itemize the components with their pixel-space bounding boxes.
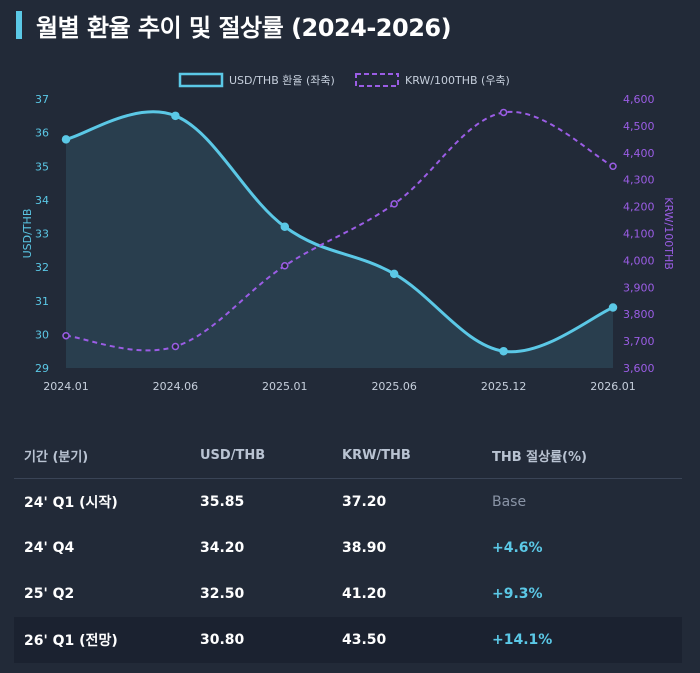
usd-thb-line xyxy=(65,110,614,354)
table-row-highlight: 26' Q1 (전망) 30.80 43.50 +14.1% xyxy=(14,617,682,663)
table-row: 24' Q4 34.20 38.90 +4.6% xyxy=(14,525,682,571)
x-tick-label: 2025.06 xyxy=(371,380,417,393)
cell-krw: 38.90 xyxy=(342,540,387,556)
y-right-tick-label: 4,200 xyxy=(623,201,655,214)
x-tick-label: 2026.01 xyxy=(590,380,636,393)
usd-thb-point xyxy=(280,222,290,232)
cell-period: 25' Q2 xyxy=(24,586,75,602)
krw-thb-point xyxy=(499,108,508,117)
cell-rate: Base xyxy=(492,494,527,510)
legend-krw-label: KRW/100THB (우축) xyxy=(405,74,510,87)
exchange-rate-chart: 29 30 31 32 33 34 35 36 37 3,600 3,700 3,800 3,900 4,… xyxy=(21,72,675,393)
cell-krw: 41.20 xyxy=(342,586,387,602)
y-left-tick-label: 29 xyxy=(35,362,49,375)
table-header: 기간 (분기) USD/THB KRW/THB THB 절상률(%) xyxy=(14,432,682,479)
krw-thb-point xyxy=(62,331,70,340)
table-row: 25' Q2 32.50 41.20 +9.3% xyxy=(14,571,682,617)
usd-thb-point xyxy=(608,303,618,312)
legend-usd-label: USD/THB 환율 (좌축) xyxy=(229,74,335,87)
cell-rate: +14.1% xyxy=(492,632,553,648)
usd-thb-point xyxy=(61,135,71,144)
y-right-tick-label: 4,000 xyxy=(623,254,655,267)
y-right-tick-label: 3,800 xyxy=(623,308,655,321)
y-left-tick-label: 35 xyxy=(35,160,49,173)
header-usd: USD/THB xyxy=(200,447,266,463)
y-left-tick-label: 33 xyxy=(35,228,49,241)
usd-thb-point xyxy=(171,111,180,121)
header-krw: KRW/THB xyxy=(342,447,411,463)
legend-usd-swatch xyxy=(178,72,224,88)
x-tick-label: 2024.06 xyxy=(153,380,199,393)
legend-krw-swatch xyxy=(355,73,399,87)
y-right-tick-label: 4,400 xyxy=(623,147,655,160)
krw-thb-line xyxy=(65,110,614,352)
cell-period: 24' Q4 xyxy=(24,540,75,556)
x-tick-label: 2025.12 xyxy=(481,380,527,393)
y-right-tick-label: 3,700 xyxy=(623,335,655,348)
x-tick-label: 2025.01 xyxy=(262,380,308,393)
usd-thb-point xyxy=(499,346,508,356)
y-right-tick-label: 4,300 xyxy=(623,174,655,187)
rate-table: 기간 (분기) USD/THB KRW/THB THB 절상률(%) 24' Q… xyxy=(14,432,682,663)
page-title: 월별 환율 추이 및 절상률 (2024-2026) xyxy=(36,13,452,42)
y-left-axis-label: USD/THB xyxy=(21,209,34,259)
y-left-tick-label: 34 xyxy=(35,194,49,207)
usd-thb-point xyxy=(389,269,399,279)
cell-krw: 43.50 xyxy=(342,632,387,648)
title-accent-bar xyxy=(16,11,22,39)
x-tick-label: 2024.01 xyxy=(43,380,89,393)
y-left-tick-label: 31 xyxy=(35,295,49,308)
cell-rate: +4.6% xyxy=(492,540,543,556)
y-left-tick-label: 30 xyxy=(35,328,49,341)
krw-thb-point xyxy=(609,162,617,170)
y-right-tick-label: 4,100 xyxy=(623,228,655,241)
header-period: 기간 (분기) xyxy=(24,449,89,465)
krw-thb-point xyxy=(171,342,180,351)
header-rate: THB 절상률(%) xyxy=(492,449,587,465)
y-right-axis-label: KRW/100THB xyxy=(662,197,675,270)
usd-thb-area xyxy=(66,111,613,369)
y-right-tick-label: 4,500 xyxy=(623,120,655,133)
cell-krw: 37.20 xyxy=(342,494,387,510)
y-right-tick-label: 4,600 xyxy=(623,93,655,106)
cell-usd: 30.80 xyxy=(200,632,245,648)
cell-usd: 34.20 xyxy=(200,540,245,556)
cell-period: 24' Q1 (시작) xyxy=(24,495,118,511)
y-right-tick-label: 3,600 xyxy=(623,362,655,375)
y-left-tick-label: 32 xyxy=(35,261,49,274)
cell-usd: 32.50 xyxy=(200,586,245,602)
table-row: 24' Q1 (시작) 35.85 37.20 Base xyxy=(14,479,682,525)
cell-rate: +9.3% xyxy=(492,586,543,602)
cell-usd: 35.85 xyxy=(200,494,245,510)
title-bar: 월별 환율 추이 및 절상률 (2024-2026) xyxy=(16,10,452,42)
y-left-tick-label: 37 xyxy=(35,93,49,106)
krw-thb-point xyxy=(281,262,289,270)
krw-thb-point xyxy=(390,200,398,208)
cell-period: 26' Q1 (전망) xyxy=(24,633,118,649)
y-left-tick-label: 36 xyxy=(35,127,49,140)
y-right-tick-label: 3,900 xyxy=(623,281,655,294)
